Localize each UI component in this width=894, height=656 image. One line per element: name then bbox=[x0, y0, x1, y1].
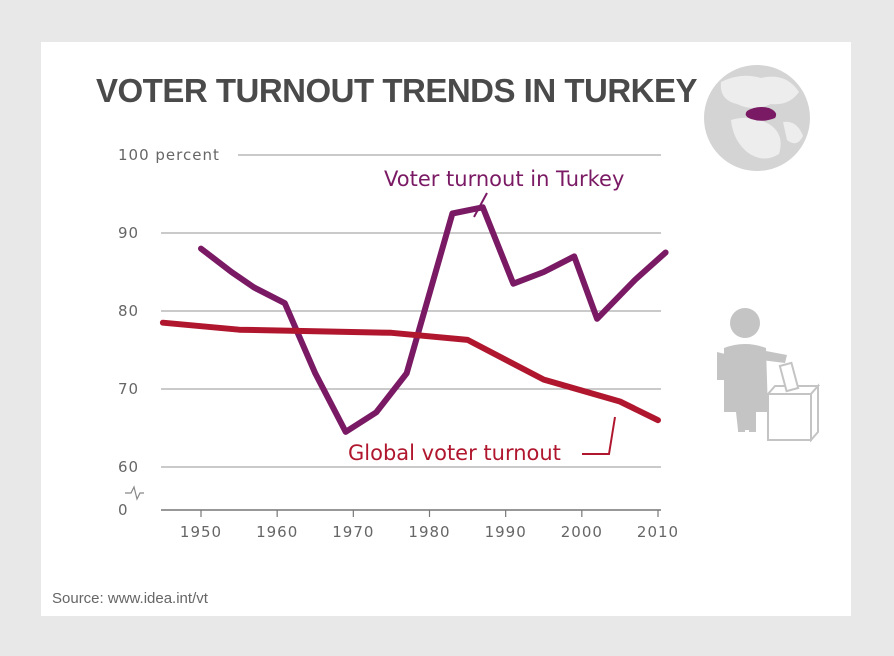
ballot-paper bbox=[778, 361, 800, 393]
voter-leg bbox=[749, 394, 756, 432]
ballot-box-side bbox=[810, 383, 819, 443]
turkey-highlight bbox=[745, 107, 777, 121]
turkey-turnout-line bbox=[198, 204, 669, 435]
annotations: Voter turnout in Turkey Global voter turn… bbox=[348, 167, 624, 465]
grid-lines bbox=[161, 154, 661, 468]
ballot-box-front bbox=[767, 393, 812, 441]
x-tick-label: 2000 bbox=[561, 523, 603, 541]
axis-break-icon bbox=[125, 485, 144, 501]
globe-land bbox=[731, 117, 781, 159]
voter-ballot-box-icon bbox=[717, 308, 821, 443]
source-note: Source: www.idea.int/vt bbox=[52, 590, 208, 607]
global-label-leader bbox=[582, 416, 616, 455]
globe-icon bbox=[704, 65, 810, 171]
y-tick-label: 60 bbox=[118, 458, 139, 476]
chart-title: VOTER TURNOUT TRENDS IN TURKEY bbox=[96, 72, 698, 109]
voter-leg bbox=[738, 394, 745, 432]
x-tick-label: 1970 bbox=[332, 523, 374, 541]
globe-land bbox=[783, 121, 803, 144]
y-tick-label: 80 bbox=[118, 302, 139, 320]
x-tick-label: 1960 bbox=[256, 523, 298, 541]
voter-head bbox=[730, 308, 760, 338]
series-lines bbox=[159, 204, 669, 435]
chart-card: VOTER TURNOUT TRENDS IN TURKEY 100 perce… bbox=[41, 42, 851, 616]
line-chart: 100 percent 90 80 70 60 0 1950 1960 1970 1980 1990… bbox=[118, 65, 821, 541]
x-tick-label: 1990 bbox=[485, 523, 527, 541]
x-tick-label: 1980 bbox=[408, 523, 450, 541]
global-turnout-line bbox=[159, 319, 661, 424]
icons bbox=[704, 65, 821, 443]
global-series-label: Global voter turnout bbox=[348, 441, 561, 465]
x-tick-label: 1950 bbox=[180, 523, 222, 541]
turkey-label-leader bbox=[473, 192, 488, 218]
turkey-series-label: Voter turnout in Turkey bbox=[384, 167, 624, 191]
axes bbox=[125, 485, 661, 517]
tick-labels: 100 percent 90 80 70 60 0 1950 1960 1970 1980 1990… bbox=[118, 146, 679, 541]
y-tick-label: 90 bbox=[118, 224, 139, 242]
y-tick-label: 100 percent bbox=[118, 146, 220, 164]
x-tick-label: 2010 bbox=[637, 523, 679, 541]
voter-body bbox=[724, 344, 768, 430]
y-tick-label: 0 bbox=[118, 501, 129, 519]
voter-arm bbox=[761, 350, 787, 363]
y-tick-label: 70 bbox=[118, 380, 139, 398]
globe-land bbox=[720, 75, 799, 108]
voter-arm bbox=[717, 352, 725, 380]
